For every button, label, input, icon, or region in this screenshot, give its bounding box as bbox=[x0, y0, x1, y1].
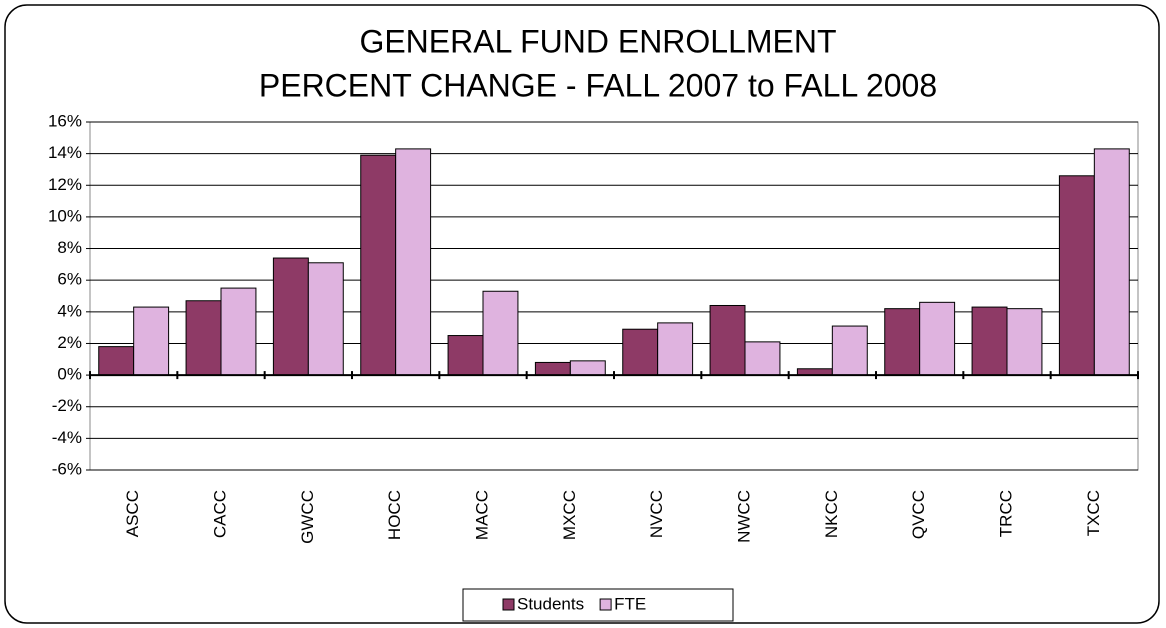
y-tick-label: 6% bbox=[57, 270, 82, 289]
legend-swatch bbox=[502, 598, 515, 611]
bar bbox=[709, 304, 746, 376]
bar bbox=[482, 290, 519, 376]
legend-label: FTE bbox=[614, 594, 646, 613]
bar bbox=[133, 306, 170, 376]
x-tick-label: TXCC bbox=[1084, 490, 1103, 536]
x-tick-label: GWCC bbox=[298, 490, 317, 544]
x-tick-label: NKCC bbox=[822, 490, 841, 538]
y-tick-label: 0% bbox=[57, 365, 82, 384]
bar bbox=[360, 154, 397, 376]
bar bbox=[884, 308, 921, 376]
y-tick-label: 4% bbox=[57, 301, 82, 320]
bar bbox=[272, 257, 309, 376]
bar bbox=[1006, 308, 1043, 376]
y-tick-label: 14% bbox=[48, 143, 82, 162]
bar bbox=[657, 322, 694, 376]
y-tick-label: 16% bbox=[48, 111, 82, 130]
x-tick-label: NVCC bbox=[647, 490, 666, 538]
x-tick-label: NWCC bbox=[734, 490, 753, 543]
bar bbox=[185, 300, 222, 376]
y-tick-label: 8% bbox=[57, 238, 82, 257]
chart-subtitle: PERCENT CHANGE - FALL 2007 to FALL 2008 bbox=[259, 67, 937, 103]
y-tick-label: -2% bbox=[52, 396, 82, 415]
x-tick-label: QVCC bbox=[909, 490, 928, 539]
bar bbox=[971, 306, 1008, 376]
bar bbox=[447, 335, 484, 376]
bar bbox=[744, 341, 781, 376]
bar bbox=[395, 148, 432, 376]
x-tick-label: CACC bbox=[210, 490, 229, 538]
bar bbox=[919, 301, 956, 376]
bar bbox=[534, 361, 571, 376]
bar bbox=[622, 328, 659, 376]
bar bbox=[569, 360, 606, 376]
y-tick-label: -4% bbox=[52, 428, 82, 447]
y-tick-label: 12% bbox=[48, 175, 82, 194]
y-tick-label: 2% bbox=[57, 333, 82, 352]
x-tick-label: HOCC bbox=[385, 490, 404, 540]
legend-label: Students bbox=[517, 594, 584, 613]
x-tick-label: MXCC bbox=[560, 490, 579, 540]
x-tick-label: TRCC bbox=[996, 490, 1015, 537]
y-tick-label: 10% bbox=[48, 206, 82, 225]
legend-swatch bbox=[599, 598, 612, 611]
x-tick-label: ASCC bbox=[123, 490, 142, 537]
plot-area bbox=[89, 121, 1139, 471]
bar bbox=[220, 287, 257, 376]
bar bbox=[1058, 175, 1095, 376]
y-tick-label: -6% bbox=[52, 459, 82, 478]
bar bbox=[831, 325, 868, 376]
chart-title: GENERAL FUND ENROLLMENT bbox=[359, 23, 836, 59]
x-tick-label: MACC bbox=[472, 490, 491, 540]
bar bbox=[1093, 148, 1130, 376]
bar bbox=[98, 346, 135, 376]
bar bbox=[307, 262, 344, 376]
